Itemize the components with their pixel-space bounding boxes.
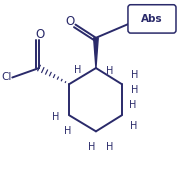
Text: H: H bbox=[75, 65, 82, 75]
Text: Cl: Cl bbox=[1, 73, 11, 82]
Text: O: O bbox=[66, 15, 75, 28]
Text: H: H bbox=[130, 121, 137, 131]
Text: O: O bbox=[35, 28, 45, 40]
FancyBboxPatch shape bbox=[128, 5, 176, 33]
Text: H: H bbox=[131, 70, 139, 80]
Text: H: H bbox=[131, 85, 139, 95]
Text: H: H bbox=[106, 66, 113, 76]
Text: H: H bbox=[106, 143, 113, 152]
Text: H: H bbox=[52, 112, 60, 122]
Text: Abs: Abs bbox=[141, 14, 163, 24]
Text: H: H bbox=[129, 100, 136, 110]
Text: H: H bbox=[64, 126, 71, 136]
Polygon shape bbox=[94, 38, 98, 68]
Text: H: H bbox=[88, 143, 95, 152]
